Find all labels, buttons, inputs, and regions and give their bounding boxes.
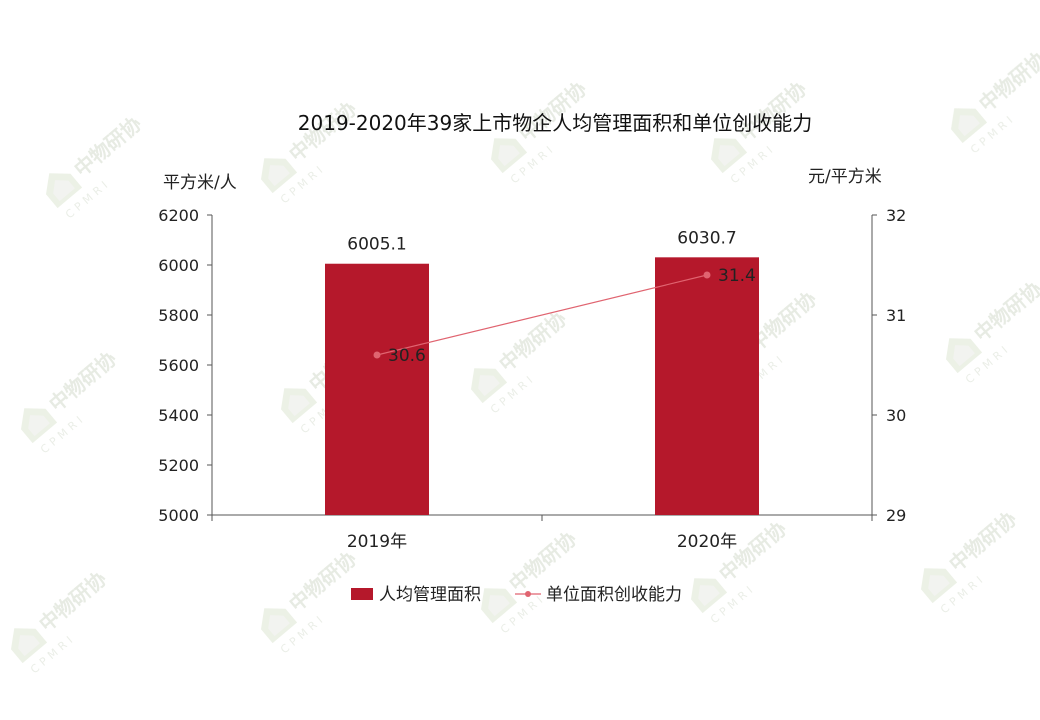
watermark-house-inner <box>953 345 975 367</box>
watermark-logo-text: 中物研协 <box>974 47 1040 117</box>
line-data-label: 30.6 <box>388 346 426 366</box>
chart-title: 2019-2020年39家上市物企人均管理面积和单位创收能力 <box>298 111 812 135</box>
line-point <box>373 351 381 359</box>
watermark-house-inner <box>958 115 980 137</box>
watermark-house-inner <box>53 180 75 202</box>
bar-data-label: 6005.1 <box>347 235 406 255</box>
watermark-house-inner <box>928 575 950 597</box>
watermark-house-shape <box>261 158 298 194</box>
watermark-house-inner <box>478 375 500 397</box>
right-tick-label: 31 <box>886 306 906 325</box>
watermark-house-shape <box>946 338 983 374</box>
watermark-house-shape <box>481 588 518 624</box>
watermark-logo-text: 中物研协 <box>34 567 111 637</box>
watermark-house-inner <box>18 635 40 657</box>
left-tick-label: 5600 <box>158 356 199 375</box>
right-axis-label: 元/平方米 <box>808 167 882 187</box>
line-point <box>703 271 711 279</box>
right-tick-label: 30 <box>886 406 906 425</box>
watermark-house-shape <box>471 368 508 404</box>
watermark-logo-text: 中物研协 <box>944 507 1021 577</box>
watermark-house-shape <box>261 608 298 644</box>
watermark-house-shape <box>11 628 48 664</box>
right-axis-ticks: 29 30 31 32 <box>872 206 906 525</box>
watermark-house-shape <box>281 388 318 424</box>
watermark-house-shape <box>691 578 728 614</box>
watermark-house-inner <box>268 165 290 187</box>
bar <box>655 257 759 515</box>
bar <box>325 263 429 515</box>
legend-line-label: 单位面积创收能力 <box>546 585 682 605</box>
watermark-house-shape <box>21 408 58 444</box>
legend: 人均管理面积 单位面积创收能力 <box>351 585 682 605</box>
legend-bar-label: 人均管理面积 <box>379 585 481 605</box>
watermark-house-inner <box>488 595 510 617</box>
left-axis-label: 平方米/人 <box>163 173 237 193</box>
x-axis-ticks: 2019年 2020年 <box>211 515 873 552</box>
left-tick-label: 6200 <box>158 206 199 225</box>
legend-bar-swatch <box>351 588 373 600</box>
watermark-house-shape <box>951 108 988 144</box>
watermark-house-inner <box>498 145 520 167</box>
legend-line-marker <box>525 591 531 597</box>
right-tick-label: 32 <box>886 206 906 225</box>
watermark-house-shape <box>711 138 748 174</box>
line-data-label: 31.4 <box>718 266 756 286</box>
left-tick-label: 6000 <box>158 256 199 275</box>
left-tick-label: 5200 <box>158 456 199 475</box>
watermark-house-shape <box>491 138 528 174</box>
watermark-house-inner <box>268 615 290 637</box>
left-axis-ticks: 5000 5200 5400 5600 5800 6000 6200 <box>158 206 212 525</box>
watermark-house-shape <box>46 173 83 209</box>
bar-series: 6005.1 6030.7 <box>325 228 759 515</box>
left-tick-label: 5000 <box>158 506 199 525</box>
watermark-logo-text: 中物研协 <box>969 277 1040 347</box>
watermark-house-inner <box>718 145 740 167</box>
watermark-house-inner <box>28 415 50 437</box>
line-series: 30.6 31.4 <box>373 266 756 366</box>
watermark-logo-text: 中物研协 <box>44 347 121 417</box>
watermark-house-shape <box>921 568 958 604</box>
watermark-house-inner <box>288 395 310 417</box>
watermark-house-inner <box>698 585 720 607</box>
series-line <box>376 274 708 356</box>
left-tick-label: 5800 <box>158 306 199 325</box>
left-tick-label: 5400 <box>158 406 199 425</box>
watermark-logo-text: 中物研协 <box>284 547 361 617</box>
x-category-label: 2020年 <box>677 532 737 552</box>
bar-data-label: 6030.7 <box>677 228 736 248</box>
x-category-label: 2019年 <box>347 532 407 552</box>
right-tick-label: 29 <box>886 506 906 525</box>
watermark-logo-text: 中物研协 <box>69 112 146 182</box>
